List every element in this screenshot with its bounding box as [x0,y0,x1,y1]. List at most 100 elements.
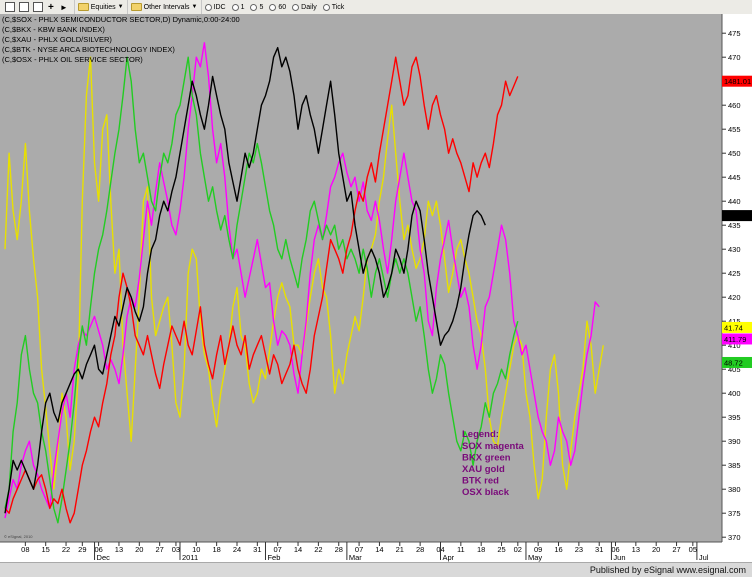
x-tick-label: 06 [611,545,619,554]
price-label: 271.45 [722,210,752,222]
series-line-1 [4,42,600,519]
radio-icon [292,3,300,11]
interval-daily-label: Daily [301,3,317,11]
series-line-4 [4,46,486,514]
watermark: © eSignal, 2010 [4,534,33,539]
other-intervals-menu[interactable]: Other Intervals ▼ [126,0,201,14]
paste-icon[interactable] [33,2,43,12]
month-label: Feb [267,553,280,562]
legend-title: Legend: [462,429,499,440]
y-tick-label: 415 [728,317,741,326]
price-label: 1481.01 [722,75,752,87]
idc-label: IDC [213,3,226,11]
radio-icon [250,3,258,11]
copy-icon[interactable] [19,2,29,12]
other-intervals-label: Other Intervals [143,3,190,11]
y-tick-label: 445 [728,173,741,182]
x-tick-label: 25 [497,545,505,554]
y-tick-label: 460 [728,101,741,110]
equities-menu[interactable]: Equities ▼ [73,0,127,14]
print-icon[interactable] [5,2,15,12]
x-tick-label: 09 [534,545,542,554]
y-tick-label: 475 [728,29,741,38]
dropdown-arrow-icon: ▼ [117,4,124,10]
y-tick-label: 425 [728,269,741,278]
interval-idc-button[interactable]: IDC [200,0,229,14]
x-tick-label: 23 [575,545,583,554]
legend-entry: OSX black [462,487,510,498]
x-tick-label: 31 [253,545,261,554]
x-tick-label: 28 [416,545,424,554]
interval-5-label: 5 [259,3,264,11]
y-tick-label: 375 [728,509,741,518]
plot-background [0,14,722,542]
y-tick-label: 370 [728,533,741,542]
folder-icon [130,3,142,11]
y-tick-label: 455 [728,125,741,134]
x-tick-label: 15 [42,545,50,554]
folder-icon [77,3,89,11]
y-tick-label: 430 [728,245,741,254]
x-tick-label: 11 [457,545,465,554]
x-tick-label: 20 [135,545,143,554]
month-label: 2011 [182,553,198,562]
x-tick-label: 02 [514,545,522,554]
x-tick-label: 07 [355,545,363,554]
arrow-icon[interactable]: ► [59,2,68,12]
month-label: Jul [699,553,709,562]
price-label-box [722,356,752,368]
interval-60-label: 60 [278,3,287,11]
x-tick-label: 28 [335,545,343,554]
series-line-3 [4,56,519,524]
y-tick-label: 400 [728,389,741,398]
x-axis-panel [0,542,752,562]
x-axis: 08 15 22 29 06 13 20 27 03 10 18 24 31 07 14 22 28 07 14 21… [21,542,709,562]
series-line-2 [4,56,519,524]
y-tick-label: 470 [728,53,741,62]
y-tick-label: 395 [728,413,741,422]
header-line: (C,$BTK - NYSE ARCA BIOTECHNOLOGY INDEX) [2,45,175,54]
legend-entry: SOX magenta [462,441,524,452]
add-icon[interactable]: + [48,1,54,13]
interval-5-button[interactable]: 5 [247,0,266,14]
y-tick-label: 435 [728,221,741,230]
interval-60-button[interactable]: 60 [266,0,289,14]
x-tick-label: 13 [632,545,640,554]
price-label-text: 48.72 [724,358,743,367]
x-tick-label: 24 [233,545,241,554]
x-tick-label: 05 [689,545,697,554]
price-label: 411.79 [722,333,752,345]
price-label-text: 1481.01 [724,77,751,86]
y-tick-label: 385 [728,461,741,470]
y-axis-panel [722,14,752,542]
x-tick-label: 22 [62,545,70,554]
price-label-box [722,75,752,87]
interval-daily-button[interactable]: Daily [289,0,320,14]
interval-tick-button[interactable]: Tick [320,0,348,14]
price-labels: 1481.01 271.45 41.74 411.79 48.72 [722,75,752,368]
toolbar-icon-group: + ► [0,0,74,14]
y-tick-label: 380 [728,485,741,494]
interval-1-button[interactable]: 1 [229,0,248,14]
x-tick-label: 21 [396,545,404,554]
x-tick-label: 07 [274,545,282,554]
price-label-text: 271.45 [724,212,747,221]
legend-entry: XAU gold [462,464,505,475]
price-label-box [722,333,752,345]
x-tick-label: 14 [294,545,302,554]
x-tick-label: 18 [477,545,485,554]
x-tick-label: 22 [314,545,322,554]
x-tick-label: 29 [78,545,86,554]
series-layer [4,42,604,524]
header-line: (C,$XAU - PHLX GOLD/SILVER) [2,35,112,44]
y-tick-label: 440 [728,197,741,206]
price-label: 41.74 [722,321,752,333]
x-tick-label: 13 [115,545,123,554]
month-label: May [528,553,542,562]
x-tick-label: 06 [94,545,102,554]
x-tick-label: 10 [192,545,200,554]
y-tick-label: 450 [728,149,741,158]
y-tick-label: 390 [728,437,741,446]
month-label: Dec [97,553,111,562]
price-label-box [722,210,752,222]
